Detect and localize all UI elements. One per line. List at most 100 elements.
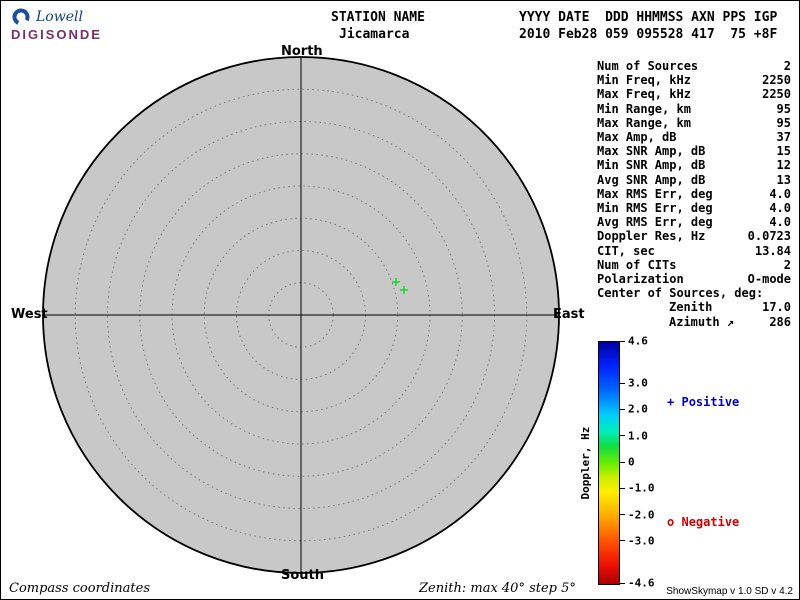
legend-negative-label: Negative: [681, 515, 740, 529]
stat-row: Min RMS Err, deg 4.0: [597, 201, 791, 215]
compass-east-label: East: [553, 307, 585, 322]
stat-row: Num of Sources 2: [597, 59, 791, 73]
stat-value: 95: [776, 101, 791, 116]
stat-label: Doppler Res, Hz: [597, 229, 706, 244]
stat-label: Zenith: [669, 300, 713, 315]
circle-icon: o: [667, 515, 675, 529]
lowell-swoosh-icon: [12, 8, 30, 26]
stat-label: Max RMS Err, deg: [597, 186, 713, 201]
stat-value: 95: [776, 115, 791, 130]
stat-label: Min SNR Amp, dB: [597, 158, 706, 173]
colorbar-tick-label: 3.0: [628, 376, 648, 390]
stat-row: Avg SNR Amp, dB 13: [597, 173, 791, 187]
header-fields-label: YYYY DATE DDD HHMMSS AXN PPS IGP: [519, 10, 778, 25]
stat-row: Avg RMS Err, deg 4.0: [597, 215, 791, 229]
stat-label: Min Freq, kHz: [597, 73, 691, 88]
colorbar-tick-label: 1.0: [628, 429, 648, 443]
logo-digisonde-text: DIGISONDE: [11, 27, 102, 42]
compass-south-label: South: [281, 568, 325, 583]
stat-label: Max Range, km: [597, 115, 691, 130]
stat-label: Min RMS Err, deg: [597, 201, 713, 216]
stat-label: CIT, sec: [597, 243, 655, 258]
colorbar-tick-label: 2.0: [628, 402, 648, 416]
stats-panel: Num of Sources 2 Min Freq, kHz 2250 Max Freq…: [597, 59, 791, 329]
stat-row: Doppler Res, Hz 0.0723: [597, 229, 791, 243]
stat-row: Max Freq, kHz 2250: [597, 87, 791, 101]
plus-icon: +: [667, 395, 675, 409]
colorbar-tick-label: -4.6: [628, 576, 655, 590]
source-point: [399, 285, 408, 294]
stat-value: 2: [783, 59, 791, 73]
colorbar: [598, 341, 620, 585]
stat-value: O-mode: [747, 272, 791, 287]
stat-value: 2250: [762, 73, 791, 88]
stat-row: Center of Sources, deg:: [597, 286, 791, 300]
compass-west-label: West: [11, 307, 48, 322]
stat-label: Num of Sources: [597, 59, 699, 73]
stat-value: 12: [776, 158, 791, 173]
stat-value: 4.0: [769, 201, 791, 216]
compass-north-label: North: [281, 44, 323, 59]
coordinates-note: Compass coordinates: [9, 581, 150, 596]
stat-label: Num of CITs: [597, 257, 677, 272]
stat-label: Max Amp, dB: [597, 130, 677, 145]
stat-row: Num of CITs 2: [597, 258, 791, 272]
legend-positive-label: Positive: [681, 395, 740, 409]
stat-row: Zenith 17.0: [597, 300, 791, 314]
station-name-label: STATION NAME: [331, 10, 425, 25]
stat-row: Max Amp, dB 37: [597, 130, 791, 144]
lowell-digisonde-logo: Lowell DIGISONDE: [11, 7, 102, 42]
colorbar-tick: [620, 435, 625, 437]
colorbar-axis-label: Doppler, Hz: [579, 426, 592, 500]
stat-value: 2250: [762, 87, 791, 102]
stat-label: Azimuth ↗: [669, 314, 735, 329]
stat-row: Max SNR Amp, dB 15: [597, 144, 791, 158]
stat-row: CIT, sec 13.84: [597, 244, 791, 258]
stat-row: Azimuth ↗ 286: [597, 315, 791, 329]
station-name-value: Jicamarca: [339, 27, 410, 42]
colorbar-tick: [620, 408, 625, 410]
stat-value: 2: [783, 257, 791, 272]
stat-label: Min Range, km: [597, 101, 691, 116]
colorbar-tick-label: -1.0: [628, 481, 655, 495]
stat-value: 4.0: [769, 186, 791, 201]
colorbar-tick-label: -3.0: [628, 534, 655, 548]
stat-row: Min SNR Amp, dB 12: [597, 158, 791, 172]
zenith-scale-note: Zenith: max 40° step 5°: [419, 581, 576, 596]
stat-label: Avg RMS Err, deg: [597, 215, 713, 230]
stat-label: Max SNR Amp, dB: [597, 144, 706, 159]
stat-row: Max RMS Err, deg 4.0: [597, 187, 791, 201]
legend-negative: o Negative: [667, 515, 739, 529]
colorbar-tick: [620, 582, 625, 584]
colorbar-tick: [620, 382, 625, 384]
stat-value: 17.0: [762, 300, 791, 315]
stat-label: Avg SNR Amp, dB: [597, 172, 706, 187]
colorbar-tick: [620, 487, 625, 489]
version-note: ShowSkymap v 1.0 SD v 4.2: [666, 586, 793, 597]
colorbar-tick-label: -2.0: [628, 508, 655, 522]
skymap-plot: [42, 56, 560, 574]
stat-row: Min Freq, kHz 2250: [597, 73, 791, 87]
colorbar-tick: [620, 340, 625, 342]
stat-row: Max Range, km 95: [597, 116, 791, 130]
stat-label: Max Freq, kHz: [597, 87, 691, 102]
stat-value: 37: [776, 130, 791, 145]
stat-value: 4.0: [769, 215, 791, 230]
stat-row: Polarization O-mode: [597, 272, 791, 286]
source-point: [391, 277, 400, 286]
stat-value: 15: [776, 144, 791, 159]
stat-row: Min Range, km 95: [597, 102, 791, 116]
logo-lowell-text: Lowell: [36, 9, 83, 25]
stat-value: 0.0723: [747, 229, 791, 244]
stat-label: Center of Sources, deg:: [597, 286, 764, 301]
colorbar-tick-label: 4.6: [628, 334, 648, 348]
colorbar-tick: [620, 540, 625, 542]
colorbar-tick: [620, 461, 625, 463]
stat-value: 13.84: [754, 243, 791, 258]
stat-value: 286: [769, 314, 791, 329]
colorbar-tick: [620, 514, 625, 516]
stat-label: Polarization: [597, 272, 684, 287]
stat-value: 13: [776, 172, 791, 187]
legend-positive: + Positive: [667, 395, 739, 409]
